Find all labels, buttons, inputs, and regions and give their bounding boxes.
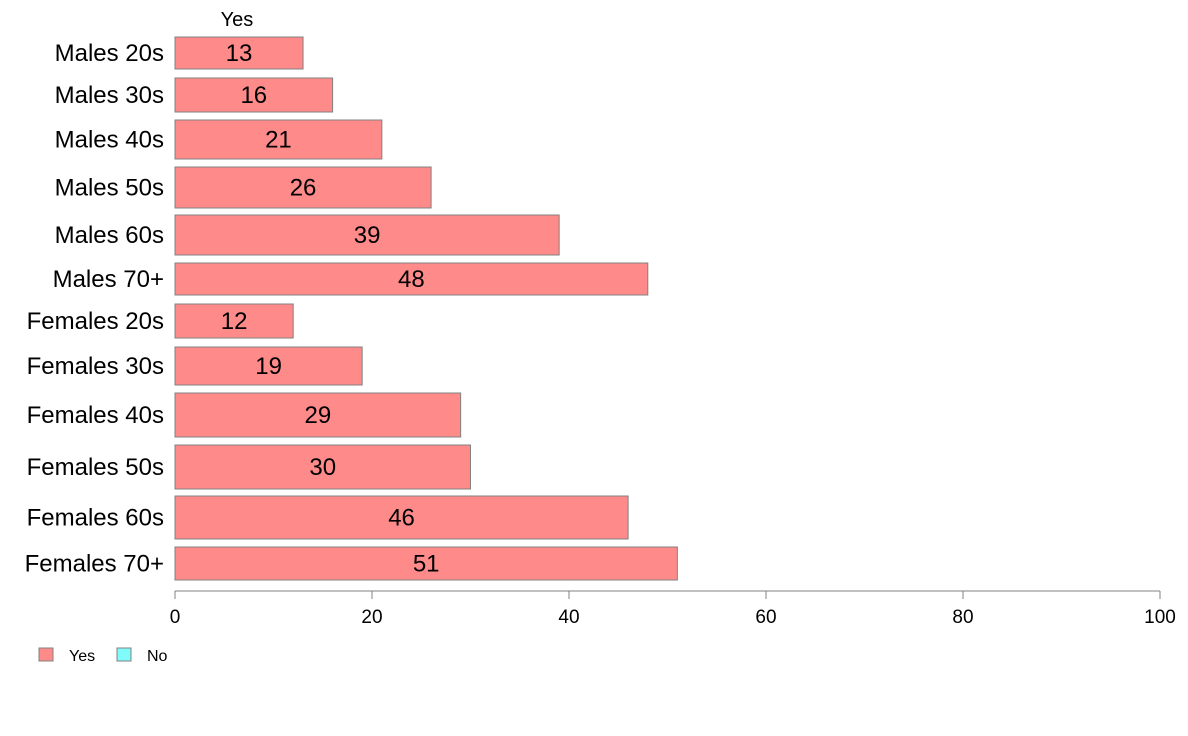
bar-yes [174,392,462,438]
category-labels: Males 20s Males 30s Males 40s Males 50s Male… [25,40,164,578]
category-label: Females 30s [27,353,164,380]
category-label: Females 40s [27,402,164,429]
bar-yes [174,214,560,256]
category-label: Females 70+ [25,551,164,578]
value-label: 13 [226,40,253,67]
bar-yes [174,444,471,490]
category-label: Males 40s [55,127,164,154]
category-label: Males 20s [55,40,164,67]
category-label: Females 60s [27,505,164,532]
value-label: 19 [255,353,282,380]
value-label: 16 [240,82,267,109]
category-label: Males 70+ [53,266,164,293]
x-axis: 0 20 40 60 80 100 [170,590,1176,628]
value-label: 51 [413,551,440,578]
legend: Yes No [38,647,168,665]
category-label: Females 20s [27,308,164,335]
value-labels: 13 16 21 26 39 48 12 19 29 30 46 51 [221,40,440,578]
x-tick-label: 0 [170,607,181,628]
bar-yes [174,36,304,70]
value-label: 29 [304,402,331,429]
value-label: 39 [354,222,381,249]
category-label: Females 50s [27,454,164,481]
bar-yes [174,119,383,160]
bar-yes [174,546,678,581]
bar-yes [174,77,334,113]
category-label: Males 50s [55,175,164,202]
x-tick-label: 60 [755,607,776,628]
bar-yes [174,303,294,339]
legend-label: Yes [69,648,95,665]
value-label: 46 [388,505,415,532]
legend-swatch [116,647,132,662]
x-tick-label: 80 [952,607,973,628]
x-tick-label: 100 [1144,607,1176,628]
x-tick-label: 20 [361,607,382,628]
bar-yes [174,346,363,386]
legend-swatch [38,647,54,662]
value-label: 48 [398,266,425,293]
bar-yes [174,166,432,209]
top-series-label: Yes [221,9,254,31]
value-label: 26 [290,175,317,202]
category-label: Males 60s [55,222,164,249]
value-label: 21 [265,127,292,154]
value-label: 12 [221,308,248,335]
legend-label: No [147,648,168,665]
x-tick-label: 40 [558,607,579,628]
bar-yes [174,262,649,296]
bars-group [174,36,678,581]
value-label: 30 [309,454,336,481]
bar-yes [174,495,629,540]
category-label: Males 30s [55,82,164,109]
